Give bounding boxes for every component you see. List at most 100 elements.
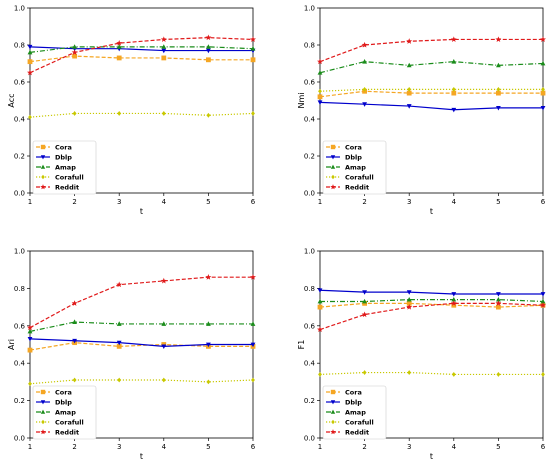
data-point — [451, 90, 457, 96]
data-point — [451, 372, 456, 377]
series-line — [29, 55, 253, 63]
y-tick-label: 0.8 — [304, 285, 315, 293]
legend-marker — [330, 400, 336, 405]
series-line — [319, 371, 543, 376]
x-tick-label: 2 — [72, 443, 76, 451]
data-point — [206, 44, 211, 49]
legend-marker — [40, 155, 46, 160]
y-tick-label: 0.4 — [304, 116, 316, 124]
legend-marker — [40, 429, 46, 435]
data-point — [362, 87, 367, 92]
data-point — [496, 372, 501, 377]
series-reddit — [317, 36, 546, 65]
y-tick-label: 0.8 — [14, 285, 25, 293]
data-point — [362, 102, 367, 107]
legend-marker — [41, 174, 45, 180]
legend-label: Cora — [345, 388, 362, 396]
legend-marker — [331, 174, 335, 180]
data-point — [451, 296, 457, 302]
series-line — [29, 379, 254, 385]
series-reddit — [27, 34, 256, 76]
data-point — [206, 112, 211, 118]
data-point — [205, 274, 212, 280]
legend: Cora Dblp Amap Corafull Reddit — [322, 140, 387, 195]
y-tick-label: 1.0 — [304, 248, 315, 256]
x-tick-label: 4 — [162, 443, 167, 451]
series-amap — [27, 319, 256, 334]
data-point — [406, 296, 412, 302]
data-point — [540, 60, 546, 66]
legend-marker — [40, 400, 46, 405]
data-point — [28, 381, 32, 387]
legend-label: Corafull — [345, 173, 374, 181]
x-tick-label: 3 — [407, 198, 411, 206]
y-tick-label: 0.6 — [304, 322, 316, 330]
legend-label: Corafull — [55, 173, 84, 181]
data-point — [28, 114, 32, 120]
x-axis-label: t — [140, 452, 143, 459]
data-point — [27, 328, 33, 334]
y-tick-label: 1.0 — [14, 248, 25, 256]
data-point — [206, 48, 211, 54]
x-tick-label: 3 — [117, 198, 121, 206]
x-tick-label: 4 — [162, 198, 167, 206]
data-point — [161, 321, 167, 326]
data-point — [451, 87, 456, 92]
data-point — [160, 277, 167, 284]
data-point — [250, 36, 256, 42]
legend-marker — [40, 184, 46, 190]
data-point — [27, 324, 33, 331]
x-tick-label: 6 — [541, 198, 546, 206]
legend-box — [32, 385, 97, 440]
legend-label: Reddit — [55, 183, 79, 191]
legend-label: Corafull — [345, 418, 374, 426]
data-point — [318, 88, 322, 94]
data-point — [27, 69, 33, 76]
y-tick-label: 0.8 — [14, 42, 25, 50]
data-point — [496, 62, 501, 68]
subplot-nmi: 1 2 3 4 5 6 0.0 0.2 0.4 0.6 0.8 1.0 t Nmi Cora Dblp Amap… — [297, 5, 546, 216]
series-reddit — [27, 274, 256, 331]
x-tick-label: 3 — [407, 443, 411, 451]
series-line — [319, 302, 544, 308]
legend-label: Reddit — [345, 183, 369, 191]
y-axis-label: Ari — [7, 339, 16, 350]
data-point — [407, 370, 412, 375]
series-line — [29, 276, 253, 329]
data-point — [160, 36, 167, 42]
series-line — [29, 36, 254, 74]
data-point — [317, 288, 323, 293]
data-point — [117, 377, 122, 383]
legend-label: Cora — [55, 143, 72, 151]
data-point — [116, 321, 122, 326]
series-line — [319, 101, 543, 111]
legend-label: Cora — [345, 143, 362, 151]
data-point — [540, 302, 546, 308]
data-point — [116, 55, 122, 61]
data-point — [496, 304, 501, 310]
data-point — [251, 111, 255, 116]
data-point — [116, 340, 122, 346]
data-point — [406, 300, 412, 306]
series-cora — [317, 88, 546, 100]
series-dblp — [27, 336, 256, 350]
legend-marker — [330, 429, 336, 435]
data-point — [72, 53, 77, 59]
x-tick-label: 1 — [28, 443, 32, 451]
subplot-ari: 1 2 3 4 5 6 0.0 0.2 0.4 0.6 0.8 1.0 t Ari Cora Dblp Amap… — [7, 248, 256, 459]
data-point — [496, 292, 501, 297]
x-tick-label: 2 — [72, 198, 76, 206]
data-point — [540, 90, 546, 96]
data-point — [206, 57, 211, 63]
data-point — [451, 107, 457, 113]
y-tick-label: 0.2 — [304, 397, 315, 405]
data-point — [317, 58, 323, 65]
subplot-f1: 1 2 3 4 5 60.00.20.40.60.81.0tF1CoraDblpAmapC… — [297, 248, 546, 459]
data-point — [451, 292, 457, 297]
y-tick-label: 0.6 — [14, 79, 26, 87]
data-point — [495, 36, 502, 42]
data-point — [72, 377, 77, 383]
data-point — [250, 274, 256, 280]
data-point — [27, 49, 33, 55]
subplot-acc: 1 2 3 4 5 6 0.0 0.2 0.4 0.6 0.8 1.0 t Acc Cora Dblp Amap… — [7, 5, 256, 216]
